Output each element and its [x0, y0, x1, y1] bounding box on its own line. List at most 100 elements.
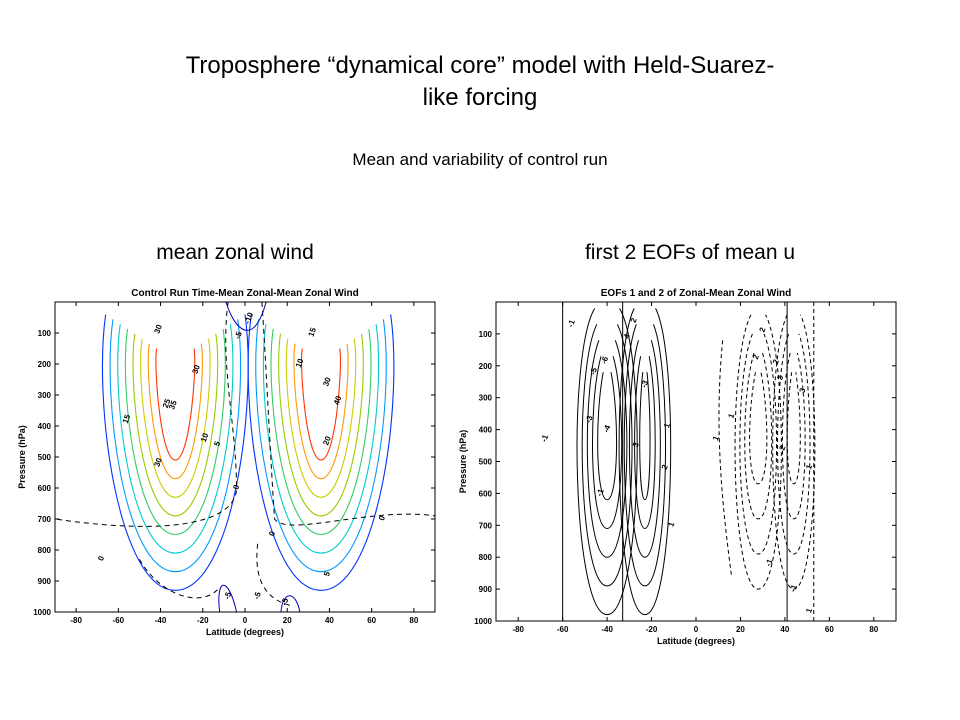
- contour-label: 1: [666, 520, 676, 528]
- slide-subtitle: Mean and variability of control run: [352, 150, 608, 169]
- x-tick-label: 40: [325, 616, 334, 625]
- contour-label: 5: [212, 440, 222, 448]
- y-tick-label: 400: [479, 426, 493, 435]
- y-tick-label: 500: [38, 453, 52, 462]
- contour-label: 2: [771, 358, 781, 366]
- contour-line-eof2: [781, 352, 806, 520]
- contour-label: 2: [778, 444, 788, 452]
- x-tick-label: 80: [409, 616, 418, 625]
- contour-line-eof2: [749, 372, 768, 485]
- contour-label: 1: [804, 463, 814, 471]
- contour-line-eof1: [597, 372, 618, 501]
- contour-label: -4: [602, 423, 613, 433]
- contour-line-zero: [139, 559, 221, 599]
- x-tick-label: 20: [283, 616, 292, 625]
- contour-line-zero: [256, 543, 292, 607]
- contour-label: 4: [622, 332, 632, 340]
- contour-line: [278, 333, 364, 517]
- contour-line-eof1: [581, 324, 633, 587]
- contour-label: -1: [764, 557, 775, 567]
- contour-label: -10: [243, 311, 256, 325]
- contour-label: 3: [775, 374, 785, 382]
- contour-line: [117, 324, 234, 554]
- contour-label: 5: [322, 570, 332, 578]
- contour-line-eof1: [592, 356, 623, 529]
- y-tick-label: 1000: [33, 608, 51, 617]
- contour-line: [280, 595, 301, 613]
- contour-label: -1: [539, 433, 550, 443]
- x-tick-label: 60: [367, 616, 376, 625]
- y-tick-label: 800: [479, 553, 493, 562]
- contour-label: 1: [711, 434, 721, 442]
- contour-line: [140, 338, 211, 498]
- x-tick-label: 80: [869, 625, 878, 634]
- x-tick-label: -80: [70, 616, 82, 625]
- x-tick-label: 20: [736, 625, 745, 634]
- contour-line: [270, 328, 372, 536]
- slide-title: Troposphere “dynamical core” model with …: [120, 50, 840, 114]
- x-axis-label: Latitude (degrees): [657, 636, 735, 646]
- x-tick-label: -80: [512, 625, 524, 634]
- contour-line-eof1: [586, 340, 628, 558]
- x-tick-label: -60: [557, 625, 569, 634]
- left-panel-label: mean zonal wind: [156, 241, 314, 264]
- contour-label: 1: [662, 421, 672, 429]
- contour-line: [132, 333, 219, 517]
- contour-label: 0: [267, 529, 277, 537]
- contour-line-eof1: [623, 324, 667, 587]
- contour-label: 10: [199, 431, 211, 443]
- contour-line-eof1: [576, 308, 638, 616]
- contour-label: 3: [798, 386, 808, 394]
- x-axis-label: Latitude (degrees): [206, 627, 284, 637]
- contour-line: [124, 328, 226, 536]
- contour-line-eof2: [772, 314, 816, 590]
- contour-lines: [54, 301, 436, 613]
- contour-line-eof1: [628, 340, 661, 558]
- y-tick-label: 100: [479, 330, 493, 339]
- contour-label: 1: [804, 606, 814, 614]
- contour-label: 10: [294, 357, 306, 369]
- y-tick-label: 300: [38, 391, 52, 400]
- contour-line: [301, 348, 341, 461]
- slide-title-line-1: Troposphere “dynamical core” model with …: [185, 52, 775, 79]
- contour-line-eof2: [718, 340, 733, 577]
- contour-line: [218, 584, 238, 613]
- contour-line: [255, 319, 387, 573]
- contour-label: -5: [252, 590, 263, 600]
- contour-label: -5: [588, 366, 599, 376]
- contour-label: -6: [599, 355, 610, 365]
- contour-label: -1: [566, 318, 577, 328]
- contour-label: 15: [121, 413, 133, 425]
- contour-label: 0: [231, 483, 241, 491]
- contour-lines: [562, 302, 816, 621]
- contour-line: [225, 301, 267, 331]
- y-tick-label: 600: [479, 489, 493, 498]
- contour-line-eof2: [777, 333, 811, 555]
- y-tick-label: 100: [38, 329, 52, 338]
- contour-label: 30: [190, 363, 202, 375]
- contour-line-eof2: [786, 372, 801, 485]
- y-tick-label: 600: [38, 484, 52, 493]
- y-tick-label: 900: [38, 577, 52, 586]
- x-tick-label: -20: [197, 616, 209, 625]
- contour-label: -3: [584, 414, 595, 424]
- slide-title-line-2: like forcing: [422, 84, 538, 111]
- right-panel-label: first 2 EOFs of mean u: [584, 241, 796, 264]
- contour-label: -5: [279, 596, 290, 606]
- contour-line: [101, 314, 249, 591]
- contour-line-eof1: [618, 308, 672, 616]
- y-tick-label: 1000: [474, 617, 492, 626]
- contour-label: -3: [639, 379, 650, 389]
- contour-label: 2: [629, 316, 639, 324]
- y-tick-label: 400: [38, 422, 52, 431]
- y-tick-label: 200: [38, 360, 52, 369]
- y-tick-label: 200: [479, 362, 493, 371]
- contour-label: 0: [377, 514, 387, 522]
- contour-line-eof2: [734, 314, 782, 590]
- contour-label: 15: [307, 326, 319, 338]
- contour-label: 25: [161, 397, 173, 409]
- y-tick-label: 900: [479, 585, 493, 594]
- contour-label: 2: [758, 326, 768, 334]
